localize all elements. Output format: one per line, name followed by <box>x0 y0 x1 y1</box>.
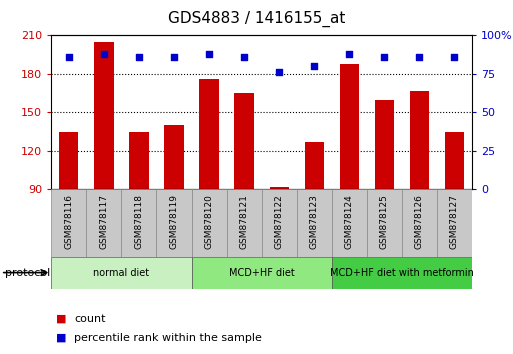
Bar <box>94 42 113 189</box>
Text: GSM878116: GSM878116 <box>64 194 73 249</box>
Bar <box>227 189 262 257</box>
Text: GSM878122: GSM878122 <box>274 194 284 249</box>
Bar <box>51 257 191 289</box>
Bar <box>156 189 191 257</box>
Bar <box>234 93 254 189</box>
Point <box>310 63 318 69</box>
Text: percentile rank within the sample: percentile rank within the sample <box>74 333 262 343</box>
Point <box>450 54 459 60</box>
Bar <box>86 189 122 257</box>
Bar <box>445 132 464 189</box>
Bar <box>262 189 297 257</box>
Bar <box>200 79 219 189</box>
Bar <box>164 125 184 189</box>
Text: GSM878119: GSM878119 <box>169 194 179 249</box>
Point <box>275 69 283 75</box>
Point <box>415 54 423 60</box>
Bar <box>191 257 332 289</box>
Text: GSM878127: GSM878127 <box>450 194 459 249</box>
Bar <box>59 132 78 189</box>
Text: normal diet: normal diet <box>93 268 149 278</box>
Text: count: count <box>74 314 106 324</box>
Point <box>170 54 178 60</box>
Text: GDS4883 / 1416155_at: GDS4883 / 1416155_at <box>168 11 345 27</box>
Point <box>135 54 143 60</box>
Text: GSM878126: GSM878126 <box>415 194 424 249</box>
Text: GSM878125: GSM878125 <box>380 194 389 249</box>
Bar <box>305 142 324 189</box>
Text: GSM878124: GSM878124 <box>345 194 354 249</box>
Bar <box>269 187 289 189</box>
Text: GSM878118: GSM878118 <box>134 194 144 249</box>
Bar <box>332 257 472 289</box>
Point <box>240 54 248 60</box>
Text: GSM878121: GSM878121 <box>240 194 249 249</box>
Bar <box>402 189 437 257</box>
Text: ■: ■ <box>56 314 67 324</box>
Bar <box>129 132 149 189</box>
Text: MCD+HF diet: MCD+HF diet <box>229 268 294 278</box>
Text: protocol: protocol <box>5 268 50 278</box>
Bar <box>297 189 332 257</box>
Point <box>205 51 213 57</box>
Bar <box>410 91 429 189</box>
Text: ■: ■ <box>56 333 67 343</box>
Bar <box>332 189 367 257</box>
Bar <box>374 99 394 189</box>
Bar <box>367 189 402 257</box>
Text: GSM878117: GSM878117 <box>100 194 108 249</box>
Point <box>380 54 388 60</box>
Point <box>345 51 353 57</box>
Bar <box>191 189 227 257</box>
Point <box>65 54 73 60</box>
Text: GSM878120: GSM878120 <box>205 194 213 249</box>
Point <box>100 51 108 57</box>
Bar <box>122 189 156 257</box>
Bar <box>51 189 86 257</box>
Text: GSM878123: GSM878123 <box>310 194 319 249</box>
Bar <box>340 64 359 189</box>
Bar <box>437 189 472 257</box>
Text: MCD+HF diet with metformin: MCD+HF diet with metformin <box>330 268 474 278</box>
